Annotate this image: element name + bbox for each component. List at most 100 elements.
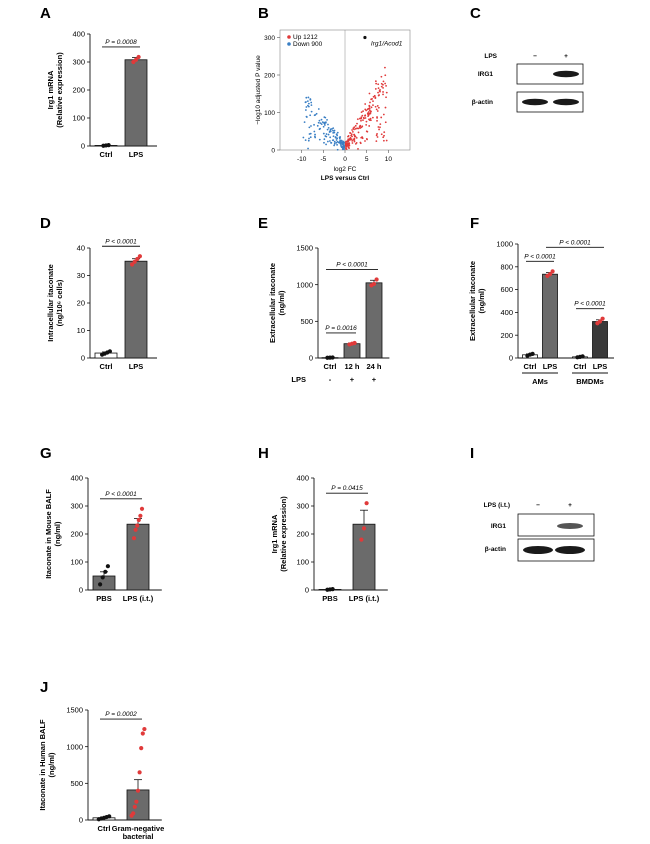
b-up-point (356, 122, 358, 125)
g-y-tick-label: 400 (70, 474, 83, 483)
j-y-axis-label-line: Itaconate in Human BALF (38, 719, 47, 811)
b-up-point (382, 80, 385, 83)
b-up-point (368, 125, 371, 127)
b-up-point (372, 104, 374, 107)
b-down-point (305, 106, 308, 108)
b-up-point (384, 66, 386, 69)
b-up-point (385, 139, 388, 142)
f-category-label: LPS (593, 362, 608, 371)
b-up-point (368, 105, 371, 108)
blot-c-irg1-label: IRG1 (478, 71, 494, 78)
b-up-point (356, 118, 359, 121)
b-up-point (370, 98, 373, 101)
b-down-point (333, 131, 336, 134)
b-up-point (353, 137, 356, 140)
b-up-point (382, 86, 384, 89)
b-up-point (354, 127, 357, 130)
b-up-point (347, 140, 349, 143)
b-y-tick-label: 200 (264, 72, 275, 79)
panel-letter-a: A (40, 5, 51, 22)
blot-c: LPS − + IRG1 β-actin (472, 53, 584, 113)
a-data-point (133, 57, 139, 62)
b-down-point (308, 137, 310, 140)
blot-i-lane1-sign: − (536, 502, 540, 509)
f-y-tick-label: 1000 (496, 240, 513, 249)
b-down-point (339, 139, 342, 142)
a-data-point (136, 54, 141, 60)
b-down-point (336, 148, 339, 151)
e-y-tick-label: 0 (309, 354, 313, 363)
b-down-point (329, 128, 332, 131)
f-data-point (597, 319, 603, 324)
b-down-point (340, 139, 343, 142)
b-down-point (317, 121, 320, 124)
h-y-tick-label: 300 (296, 502, 309, 511)
b-down-point (310, 101, 313, 104)
d-y-tick-label: 30 (77, 271, 85, 280)
b-up-point (369, 101, 371, 104)
b-down-point (318, 119, 321, 122)
b-up-point (347, 135, 350, 137)
b-up-point (385, 96, 387, 99)
g-data-point (100, 575, 105, 580)
j-category-label: bacterial (123, 832, 154, 841)
b-up-point (366, 112, 369, 115)
d-y-tick-label: 20 (77, 299, 85, 308)
h-category-label: PBS (322, 594, 337, 603)
b-up-point (364, 117, 367, 119)
b-down-point (310, 110, 313, 113)
b-down-point (307, 139, 310, 142)
e-y-tick-label: 1000 (296, 280, 313, 289)
j-data-point (107, 814, 112, 819)
b-down-point (334, 136, 337, 138)
j-data-point (142, 726, 147, 732)
b-up-point (374, 88, 377, 90)
f-category-label: Ctrl (574, 362, 587, 371)
a-y-tick-label: 100 (72, 114, 85, 123)
b-up-point (365, 130, 368, 133)
b-x-tick-label: 5 (365, 156, 369, 163)
g-data-point (139, 506, 145, 511)
b-up-point (368, 107, 371, 110)
e-p-value: P < 0.0001 (336, 262, 368, 269)
b-x-axis-sublabel: LPS versus Ctrl (321, 175, 370, 182)
b-up-point (374, 96, 377, 99)
e-lps-row-sign: + (350, 375, 355, 384)
b-down-point (308, 133, 311, 135)
b-down-point (307, 105, 310, 108)
b-up-point (362, 110, 364, 113)
b-down-point (325, 143, 327, 146)
f-y-axis-label-line: (ng/ml) (477, 288, 486, 313)
b-up-point (348, 142, 351, 144)
d-data-point (107, 349, 112, 354)
b-down-point (313, 123, 315, 126)
b-up-point (377, 106, 380, 109)
blot-c-actin-frame (516, 91, 584, 113)
b-up-point (350, 134, 353, 137)
b-up-point (380, 85, 383, 88)
b-down-point (316, 124, 319, 127)
d-p-value: P < 0.0001 (105, 238, 137, 245)
b-up-point (347, 146, 350, 149)
b-up-point (362, 119, 364, 122)
e-bar (365, 282, 383, 359)
blot-i: LPS (i.t.) − + IRG1 β-actin (484, 502, 595, 562)
panel-letter-d: D (40, 215, 51, 232)
b-down-point (305, 96, 308, 99)
b-down-point (304, 109, 307, 111)
h-y-axis-label-line: Irg1 mRNA (270, 514, 279, 553)
g-data-point (133, 527, 138, 532)
panel-letter-c: C (470, 5, 481, 22)
j-data-point (140, 731, 145, 736)
b-down-point (333, 142, 336, 145)
b-up-point (379, 90, 381, 93)
g-p-value: P < 0.0001 (105, 491, 137, 498)
d-bar (124, 260, 148, 359)
d-data-point (132, 259, 137, 264)
b-up-point (368, 118, 370, 121)
b-up-point (365, 123, 368, 126)
b-up-point (349, 136, 352, 139)
h-data-point (359, 537, 364, 542)
b-up-point (349, 132, 351, 134)
